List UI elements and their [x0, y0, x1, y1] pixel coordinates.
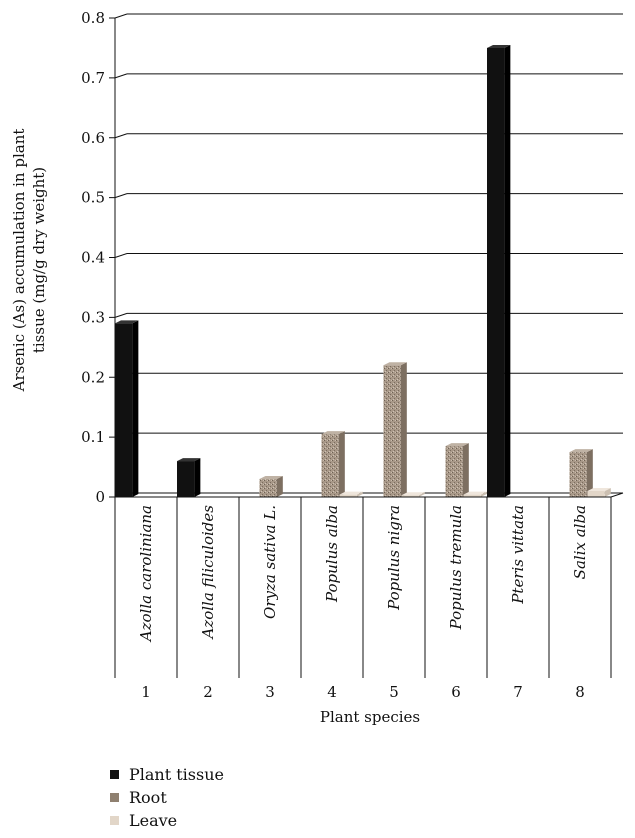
legend-item-leave: Leave: [110, 809, 224, 832]
gridlines: [114, 13, 623, 438]
bar-face: [115, 323, 133, 497]
bar-side: [480, 491, 487, 497]
bar-top: [259, 476, 283, 480]
legend-item-root: Root: [110, 786, 224, 809]
category-name-label: Populus nigra: [385, 505, 403, 611]
bar-face: [487, 47, 505, 497]
y-tick-label: 0.5: [81, 189, 105, 207]
legend-item-plant-tissue: Plant tissue: [110, 763, 224, 786]
bar-side: [586, 449, 593, 497]
bar-plant-tissue-1: [115, 320, 139, 497]
category-name-label: Oryza sativa L.: [261, 505, 279, 619]
floor-edge-right: [610, 492, 624, 498]
bar-chart: 0 0.1 0.2 0.3 0.4 0.5 0.6 0.7 0.8 Azolla carolin…: [10, 9, 624, 726]
bar-top: [445, 443, 469, 447]
bar-leave-4: [339, 491, 363, 497]
bar-face: [339, 494, 357, 497]
bar-face: [463, 494, 481, 497]
bar-side: [400, 362, 407, 497]
bar-leave-5: [401, 492, 425, 497]
bar-root-5: [383, 362, 407, 497]
category-name-label: Azolla caroliniana: [137, 505, 155, 643]
bar-plant-tissue-2: [177, 458, 201, 497]
x-tick-label: 5: [389, 683, 399, 701]
category-name-label: Salix alba: [571, 505, 589, 579]
bar-face: [321, 434, 339, 497]
bar-side: [276, 476, 283, 497]
x-tick-label: 4: [327, 683, 337, 701]
x-tick-label: 3: [265, 683, 275, 701]
axes: 0 0.1 0.2 0.3 0.4 0.5 0.6 0.7 0.8: [81, 9, 623, 506]
bar-side: [604, 488, 611, 497]
bar-face: [401, 495, 419, 497]
y-tick-label: 0.7: [81, 69, 105, 87]
bar-root-8: [569, 449, 593, 497]
bar-top: [115, 320, 139, 324]
bar-face: [177, 461, 195, 497]
legend-swatch-leave: [110, 816, 119, 825]
bar-side: [462, 443, 469, 497]
bar-leave-6: [463, 491, 487, 497]
bar-top: [487, 44, 511, 48]
y-tick-label: 0: [95, 488, 105, 506]
x-axis-label: Plant species: [320, 708, 420, 726]
x-tick-label: 6: [451, 683, 461, 701]
gridline: [114, 13, 128, 19]
legend-label-leave: Leave: [129, 811, 178, 830]
legend-label-plant-tissue: Plant tissue: [129, 765, 224, 784]
bar-side: [504, 44, 511, 497]
bar-side: [418, 492, 425, 497]
gridline: [114, 253, 128, 258]
y-tick-label: 0.8: [81, 9, 105, 27]
bar-face: [259, 479, 277, 497]
category-name-label: Populus tremula: [447, 505, 465, 630]
bar-top: [321, 431, 345, 435]
bar-side: [338, 431, 345, 497]
gridline: [114, 73, 128, 79]
bar-leave-8: [587, 488, 611, 497]
y-axis-label-line2: tissue (mg/g dry weight): [30, 167, 48, 353]
y-tick-label: 0.6: [81, 129, 105, 147]
y-axis-label-line1: Arsenic (As) accumulation in plant: [10, 129, 28, 393]
bar-face: [587, 491, 605, 497]
gridline: [114, 193, 128, 199]
category-name-label: Azolla filiculoides: [199, 505, 217, 641]
bar-side: [194, 458, 201, 497]
bar-face: [569, 452, 587, 497]
bar-top: [383, 362, 407, 366]
y-tick-label: 0.1: [81, 428, 105, 446]
gridline: [114, 312, 128, 318]
bar-top: [401, 492, 425, 496]
y-tick-label: 0.2: [81, 368, 105, 386]
category-name-label: Pteris vittata: [509, 505, 527, 605]
x-tick-label: 7: [513, 683, 523, 701]
legend: Plant tissue Root Leave: [110, 763, 224, 832]
x-tick-label: 1: [141, 683, 151, 701]
gridline: [114, 133, 128, 139]
bar-top: [177, 458, 201, 462]
bar-root-6: [445, 443, 469, 497]
bar-face: [445, 446, 463, 497]
bar-top: [587, 488, 611, 492]
category-table: Azolla caroliniana 1 Azolla filiculoides 2 O…: [114, 492, 624, 701]
bars: [115, 44, 611, 497]
legend-swatch-plant-tissue: [110, 770, 119, 779]
legend-label-root: Root: [129, 788, 167, 807]
bar-face: [383, 365, 401, 497]
bar-plant-tissue-7: [487, 44, 511, 497]
y-tick-label: 0.4: [81, 249, 105, 267]
bar-side: [132, 320, 139, 497]
legend-swatch-root: [110, 793, 119, 802]
category-name-label: Populus alba: [323, 505, 341, 603]
bar-top: [463, 491, 487, 495]
bar-top: [569, 449, 593, 453]
bar-top: [339, 491, 363, 495]
bar-root-4: [321, 431, 345, 497]
x-tick-label: 2: [203, 683, 213, 701]
bar-side: [356, 491, 363, 497]
x-tick-label: 8: [575, 683, 585, 701]
y-tick-label: 0.3: [81, 308, 105, 326]
bar-root-3: [259, 476, 283, 497]
